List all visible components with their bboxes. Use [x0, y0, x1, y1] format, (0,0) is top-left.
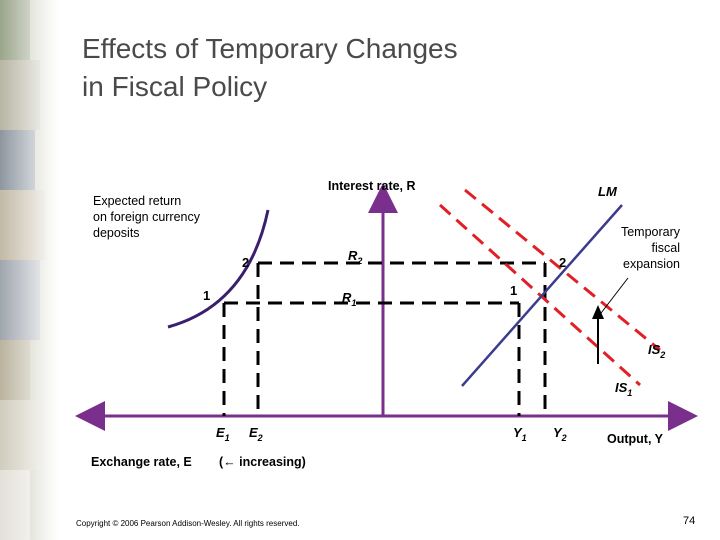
left-curve-label-line-1: Expected return [93, 194, 181, 208]
is2-label: IS2 [648, 342, 665, 360]
is2-curve [464, 188, 661, 352]
shift-label-line-2: fiscal [652, 241, 680, 255]
e1-label: E1 [216, 425, 230, 443]
y2-label: Y2 [553, 425, 567, 443]
copyright-notice: Copyright © 2006 Pearson Addison-Wesley.… [76, 519, 300, 528]
page-number: 74 [683, 515, 696, 527]
point-2-left-label: 2 [242, 255, 249, 270]
slide-title-line-2: in Fiscal Policy [82, 71, 268, 102]
shift-label-line-1: Temporary [621, 225, 681, 239]
slide-title-line-1: Effects of Temporary Changes [82, 33, 458, 64]
point-1-right-label: 1 [510, 283, 517, 298]
y1-label: Y1 [513, 425, 527, 443]
fiscal-expansion-pointer [597, 277, 629, 318]
left-curve-label-line-2: on foreign currency [93, 210, 201, 224]
r1-label: R1 [342, 290, 356, 308]
y-axis-label: Interest rate, R [328, 179, 416, 193]
r2-label: R2 [348, 248, 362, 266]
x-axis-right-label: Output, Y [607, 432, 664, 446]
e2-label: E2 [249, 425, 263, 443]
shift-label-line-3: expansion [623, 257, 680, 271]
point-1-left-label: 1 [203, 288, 210, 303]
lm-label: LM [598, 184, 618, 199]
lm-curve [461, 204, 623, 387]
is1-label: IS1 [615, 380, 632, 398]
expected-return-curve [167, 209, 270, 329]
slide-title: Effects of Temporary Changes in Fiscal P… [82, 30, 458, 106]
decorative-photo-strip [0, 0, 58, 540]
point-2-right-label: 2 [559, 255, 566, 270]
x-axis-left-label: Exchange rate, E [91, 455, 192, 469]
is1-curve [438, 203, 642, 387]
fiscal-expansion-arrow-head [592, 305, 604, 319]
increasing-note: (← increasing) [219, 455, 306, 469]
left-curve-label-line-3: deposits [93, 226, 140, 240]
